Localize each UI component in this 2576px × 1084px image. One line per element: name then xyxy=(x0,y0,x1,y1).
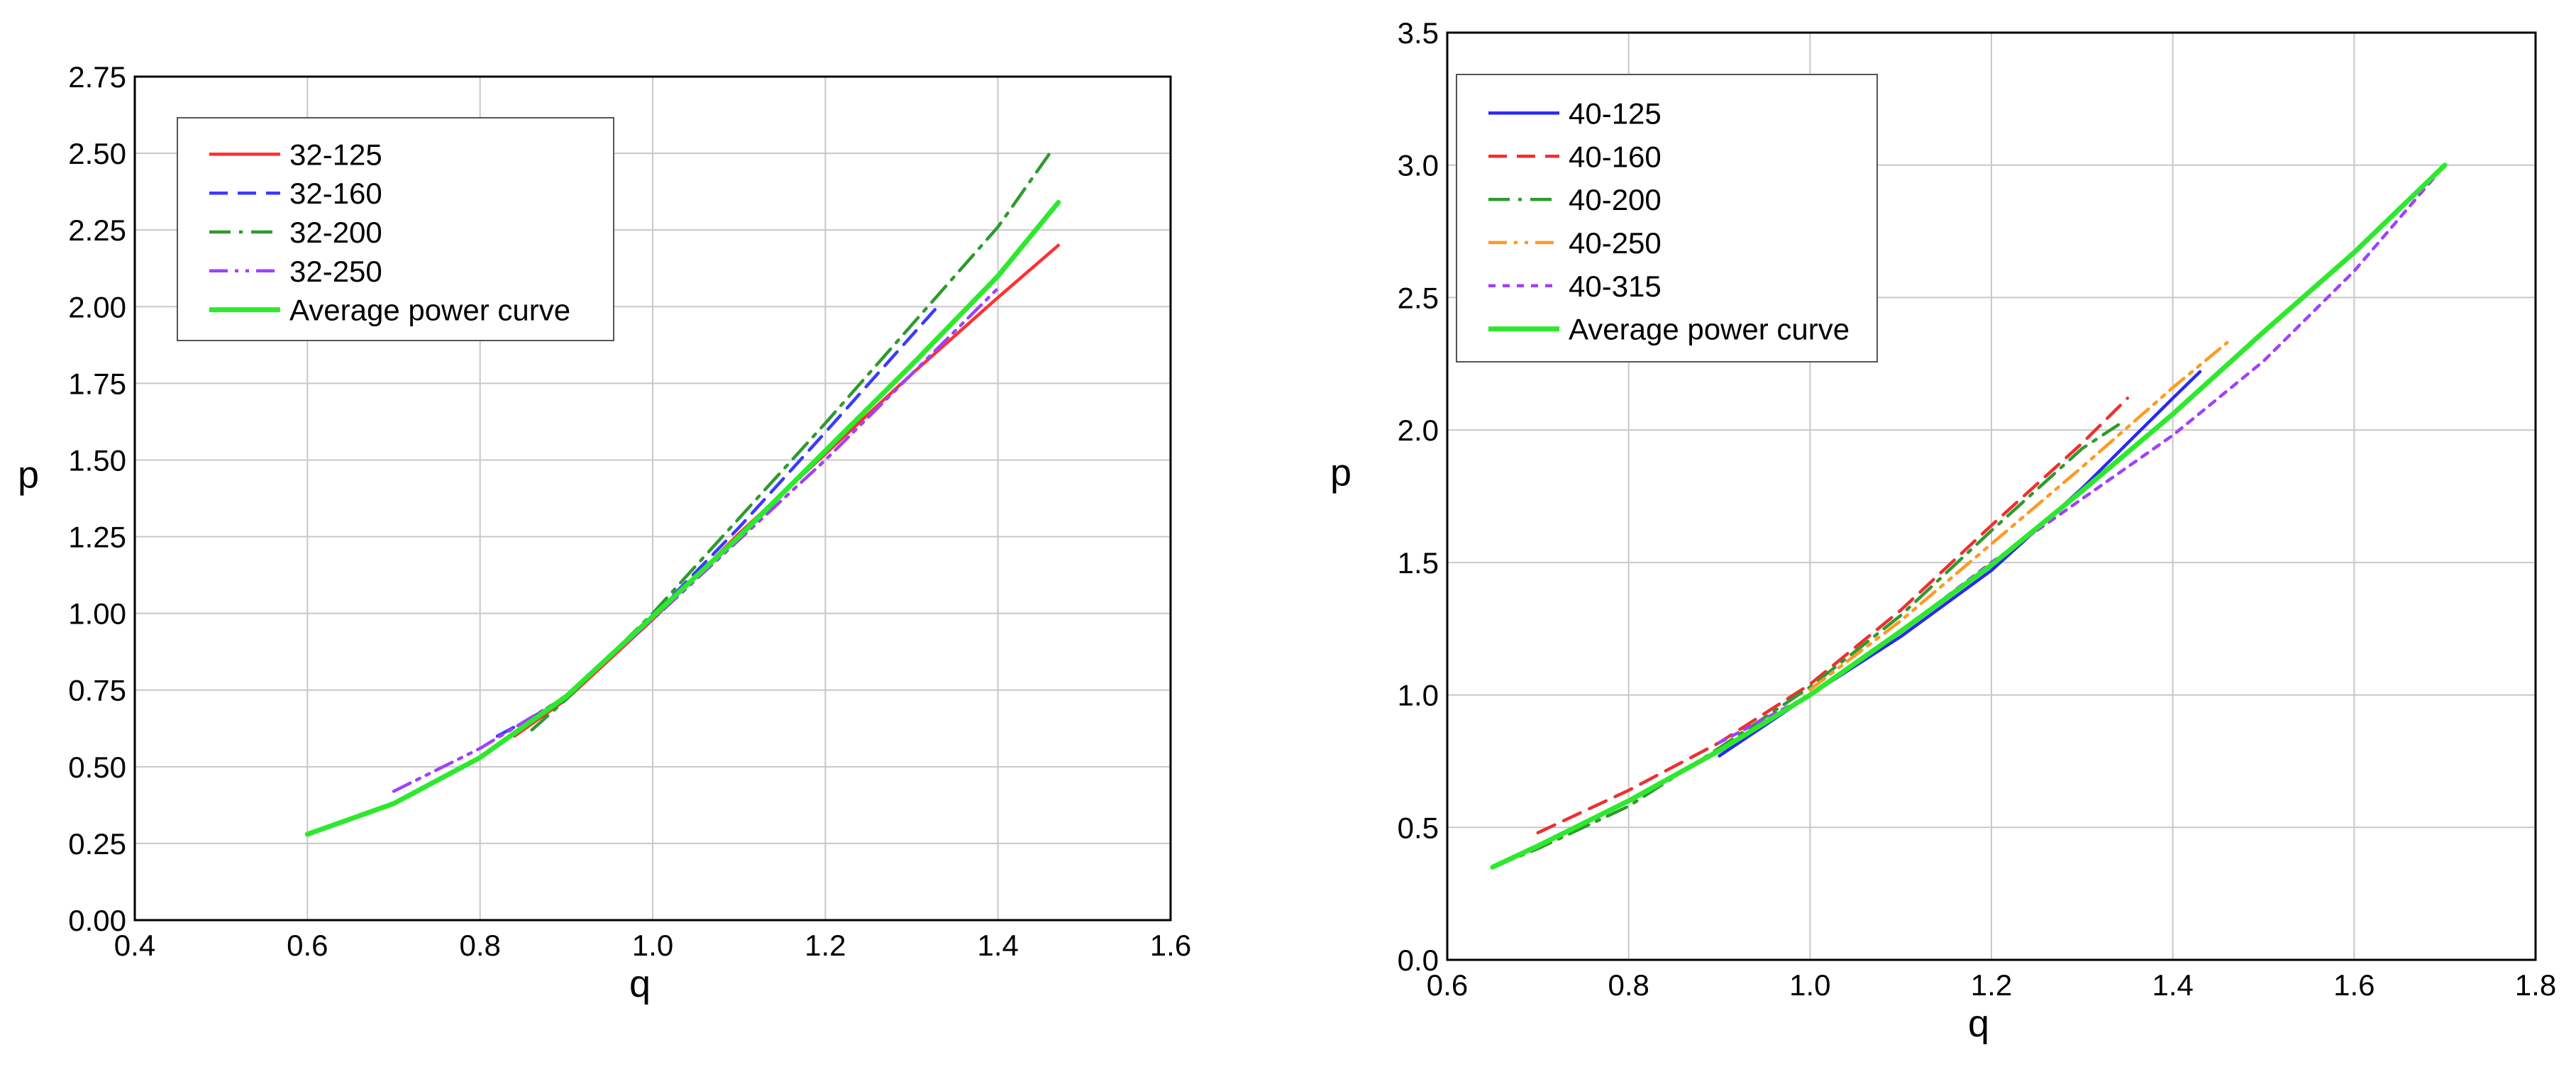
series-line-average-power-curve xyxy=(1490,162,2448,870)
y-tick-label: 0.00 xyxy=(68,904,126,937)
plot-frame xyxy=(133,75,1172,922)
y-tick-label: 1.25 xyxy=(68,521,126,554)
y-axis-label: p xyxy=(18,454,39,497)
x-tick-label: 0.6 xyxy=(1427,968,1468,1002)
y-axis-label: p xyxy=(1330,452,1351,494)
legend-label: 32-125 xyxy=(289,138,382,171)
y-tick-label: 1.50 xyxy=(68,443,126,477)
y-tick-label: 0.75 xyxy=(68,674,126,707)
y-tick-label: 2.50 xyxy=(68,137,126,170)
y-tick-label: 1.0 xyxy=(1398,679,1439,712)
series-line-40-250 xyxy=(1808,341,2229,692)
series-line-average-power-curve xyxy=(304,199,1061,837)
legend-label: Average power curve xyxy=(1569,313,1850,346)
legend: 40-125 40-160 40-200 40-250 40-315 Average po… xyxy=(1456,74,1878,363)
legend-label: 32-250 xyxy=(289,255,382,288)
legend-box xyxy=(1456,74,1878,363)
x-tick-label: 0.6 xyxy=(287,929,328,962)
legend-label: 32-160 xyxy=(289,177,382,210)
y-tick-label: 2.00 xyxy=(68,290,126,323)
y-tick-label: 0.0 xyxy=(1398,944,1439,977)
legend-label: 40-250 xyxy=(1569,226,1662,260)
x-tick-label: 1.0 xyxy=(1789,968,1830,1002)
series-group xyxy=(304,151,1061,837)
y-tick-label: 2.25 xyxy=(68,214,126,247)
x-tick-label: 1.0 xyxy=(632,929,673,962)
y-tick-label: 2.75 xyxy=(68,60,126,94)
x-tick-label: 0.8 xyxy=(1608,968,1649,1002)
y-tick-label: 3.0 xyxy=(1398,149,1439,182)
x-tick-label: 1.6 xyxy=(2333,968,2375,1002)
y-tick-label: 1.5 xyxy=(1398,546,1439,580)
x-tick-label: 1.2 xyxy=(805,929,846,962)
plot-frame xyxy=(1446,31,2537,961)
x-tick-label: 1.4 xyxy=(2152,968,2193,1002)
series-line-32-250 xyxy=(392,287,1000,793)
legend: 32-125 32-160 32-200 32-250 Average power cu… xyxy=(177,117,614,341)
legend-label: 40-200 xyxy=(1569,183,1662,216)
legend-label: Average power curve xyxy=(289,294,570,327)
legend-label: 40-315 xyxy=(1569,270,1662,303)
series-group xyxy=(1490,162,2448,870)
y-tick-label: 3.5 xyxy=(1398,16,1439,50)
series-line-40-315 xyxy=(1718,163,2447,745)
x-tick-label: 0.8 xyxy=(459,929,500,962)
x-tick-label: 1.4 xyxy=(977,929,1018,962)
y-tick-label: 0.50 xyxy=(68,751,126,784)
x-tick-label: 0.4 xyxy=(114,929,155,962)
series-line-40-200 xyxy=(1491,423,2121,869)
y-tick-label: 1.00 xyxy=(68,597,126,631)
legend-label: 40-160 xyxy=(1569,140,1662,173)
x-tick-label: 1.6 xyxy=(1150,929,1191,962)
y-tick-label: 0.5 xyxy=(1398,811,1439,844)
chart-panel-2: 0.6 0.8 1.0 1.2 1.4 1.6 1.8 0.0 0.5 1.0 1.5 2.0 2.5 3… xyxy=(1330,16,2556,1045)
legend-label: 32-200 xyxy=(289,216,382,249)
y-tick-label: 0.25 xyxy=(68,827,126,861)
legend-label: 40-125 xyxy=(1569,96,1662,130)
x-tick-label: 1.2 xyxy=(1971,968,2012,1002)
x-axis-label: q xyxy=(1968,1002,1989,1045)
x-tick-label: 1.8 xyxy=(2515,968,2556,1002)
y-tick-label: 2.0 xyxy=(1398,414,1439,447)
chart-panel-1: 0.4 0.6 0.8 1.0 1.2 1.4 1.6 0.00 0.25 0.50 0.75 1.0… xyxy=(18,60,1191,1005)
y-tick-label: 1.75 xyxy=(68,367,126,400)
x-axis-label: q xyxy=(629,963,651,1005)
y-tick-label: 2.5 xyxy=(1398,281,1439,314)
series-line-40-160 xyxy=(1536,397,2130,835)
